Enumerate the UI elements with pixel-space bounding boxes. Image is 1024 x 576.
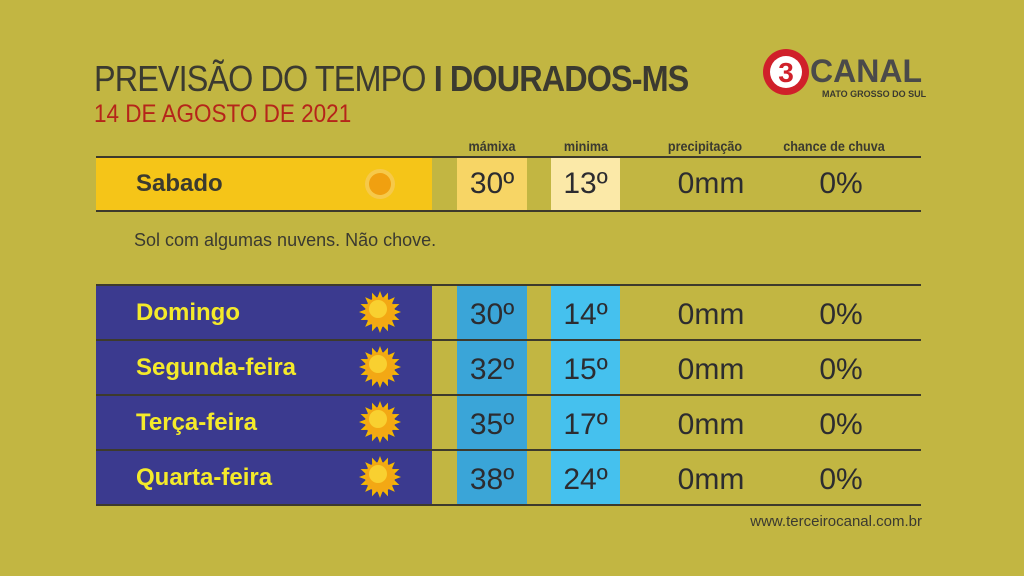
sun-icon [359, 346, 401, 388]
day-name: Domingo [136, 299, 240, 326]
column-chance-header: chance de chuva [783, 138, 885, 154]
day-name: Sabado [136, 170, 223, 197]
rain-chance: 0% [819, 353, 863, 386]
rain-chance: 0% [819, 298, 863, 331]
max-temp: 30º [457, 286, 527, 339]
min-temp: 14º [551, 286, 620, 339]
today-description: Sol com algumas nuvens. Não chove. [134, 230, 437, 250]
forecast-band: Domingo [96, 286, 432, 339]
forecast-row: Terça-feira 35º 17º 0mm 0% [96, 396, 921, 449]
forecast-band: Segunda-feira [96, 341, 432, 394]
forecast-row: Segunda-feira 32º 15º 0mm 0% [96, 341, 921, 394]
title-light: PREVISÃO DO TEMPO [94, 58, 426, 99]
column-min-header: minima [563, 138, 609, 154]
svg-text:3: 3 [778, 57, 794, 88]
divider [96, 394, 921, 396]
min-temp: 17º [551, 396, 620, 449]
sun-icon [359, 456, 401, 498]
rain-chance: 0% [819, 463, 863, 496]
divider [96, 339, 921, 341]
min-temp: 13º [551, 158, 620, 210]
max-temp: 38º [457, 451, 527, 504]
divider [96, 284, 921, 286]
svg-text:MATO GROSSO DO SUL: MATO GROSSO DO SUL [822, 89, 927, 99]
precipitation: 0mm [677, 463, 745, 496]
day-name: Segunda-feira [136, 354, 297, 381]
min-temp: 24º [551, 451, 620, 504]
svg-text:CANAL: CANAL [810, 53, 922, 89]
precipitation: 0mm [677, 408, 745, 441]
max-temp: 32º [457, 341, 527, 394]
rain-chance: 0% [819, 167, 863, 200]
page-title: PREVISÃO DO TEMPO I DOURADOS-MS [94, 58, 690, 100]
divider [96, 210, 921, 212]
forecast-band: Terça-feira [96, 396, 432, 449]
divider [96, 449, 921, 451]
canal-logo: 3 CANAL MATO GROSSO DO SUL [763, 49, 927, 99]
column-precip-header: precipitação [667, 138, 743, 154]
sun-icon [359, 401, 401, 443]
max-temp: 30º [457, 158, 527, 210]
website-link[interactable]: www.terceirocanal.com.br [750, 513, 922, 530]
today-row: Sabado 30º 13º 0mm 0% [96, 158, 921, 210]
today-band: Sabado [96, 158, 432, 210]
min-temp: 15º [551, 341, 620, 394]
sun-icon [365, 169, 395, 199]
column-max-header: mámixa [468, 138, 516, 154]
forecast-row: Quarta-feira 38º 24º 0mm 0% [96, 451, 921, 504]
precipitation: 0mm [677, 167, 745, 200]
max-temp: 35º [457, 396, 527, 449]
day-name: Terça-feira [136, 409, 257, 436]
forecast-band: Quarta-feira [96, 451, 432, 504]
forecast-date: 14 DE AGOSTO DE 2021 [94, 100, 352, 128]
forecast-row: Domingo 30º 14º 0mm 0% [96, 286, 921, 339]
rain-chance: 0% [819, 408, 863, 441]
divider [96, 504, 921, 506]
title-city: I DOURADOS-MS [433, 58, 690, 99]
day-name: Quarta-feira [136, 464, 273, 491]
precipitation: 0mm [677, 298, 745, 331]
sun-icon [359, 291, 401, 333]
precipitation: 0mm [677, 353, 745, 386]
divider [96, 156, 921, 158]
